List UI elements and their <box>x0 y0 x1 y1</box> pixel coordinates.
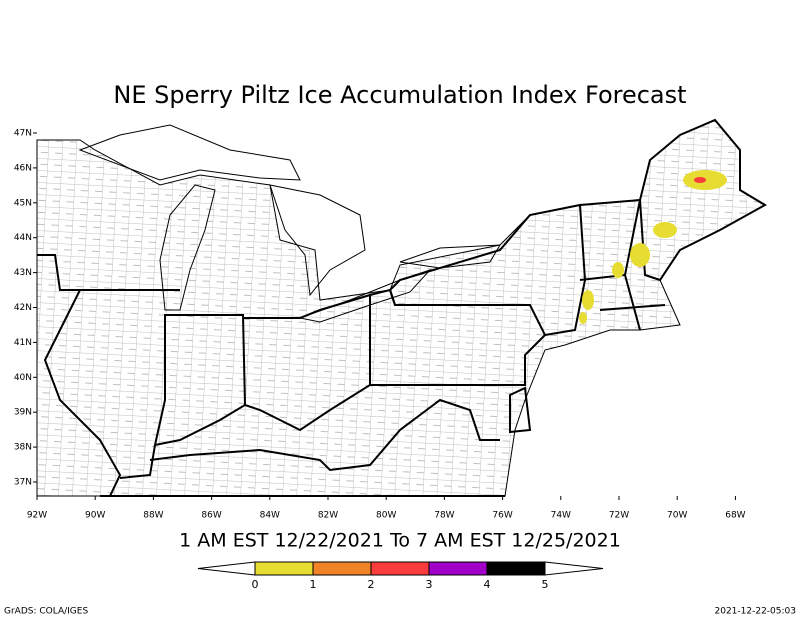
lat-label: 45N <box>14 198 32 208</box>
colorbar-label: 3 <box>426 578 433 591</box>
lake-erie <box>298 268 432 323</box>
colorbar-segment <box>254 561 314 576</box>
ice-areas <box>579 170 727 324</box>
lat-label: 39N <box>14 408 32 418</box>
colorbar-label: 2 <box>368 578 375 591</box>
credit: GrADS: COLA/IGES <box>4 607 88 617</box>
lon-label: 92W <box>27 511 47 521</box>
lat-label: 37N <box>14 478 32 488</box>
lat-label: 46N <box>14 163 32 173</box>
state-lines <box>37 118 767 497</box>
colorbar-segment <box>312 561 372 576</box>
colorbar-segment <box>370 561 430 576</box>
lake-michigan <box>159 184 216 311</box>
lat-label: 43N <box>14 268 32 278</box>
lon-label: 78W <box>434 511 454 521</box>
lat-label: 44N <box>14 233 32 243</box>
colorbar-label: 5 <box>542 578 549 591</box>
colorbar-segment <box>428 561 488 576</box>
lon-label: 88W <box>143 511 163 521</box>
lake-ontario <box>399 244 501 269</box>
map <box>36 116 767 497</box>
lon-label: 80W <box>376 511 396 521</box>
colorbar-segment <box>486 561 546 576</box>
lon-label: 86W <box>201 511 221 521</box>
lon-label: 72W <box>609 511 629 521</box>
colorbar-label: 0 <box>252 578 259 591</box>
lat-label: 47N <box>14 129 32 139</box>
lon-label: 70W <box>667 511 687 521</box>
lake-huron <box>269 184 366 297</box>
lake-superior <box>78 124 301 181</box>
lat-label: 40N <box>14 373 32 383</box>
lat-label: 42N <box>14 303 32 313</box>
lon-label: 74W <box>551 511 571 521</box>
lon-label: 84W <box>260 511 280 521</box>
colorbar: 0 1 2 3 4 5 <box>197 561 604 591</box>
colorbar-low-end <box>197 561 256 576</box>
map-title: NE Sperry Piltz Ice Accumulation Index F… <box>113 81 686 109</box>
colorbar-label: 4 <box>484 578 491 591</box>
lon-label: 90W <box>85 511 105 521</box>
lon-label: 82W <box>318 511 338 521</box>
lon-label: 68W <box>725 511 745 521</box>
lat-label: 38N <box>14 443 32 453</box>
forecast-period: 1 AM EST 12/22/2021 To 7 AM EST 12/25/20… <box>179 530 621 552</box>
lat-label: 41N <box>14 338 32 348</box>
colorbar-label: 1 <box>310 578 317 591</box>
timestamp: 2021-12-22-05:03 <box>715 607 797 617</box>
longitude-labels: 92W 90W 88W 86W 84W 82W 80W 78W 76W 74W 72W 70W 68W <box>27 496 746 521</box>
colorbar-high-end <box>544 561 604 576</box>
latitude-labels: 47N 46N 45N 44N 43N 42N 41N 40N 39N 38N 37N <box>14 129 37 488</box>
lon-label: 76W <box>492 511 512 521</box>
